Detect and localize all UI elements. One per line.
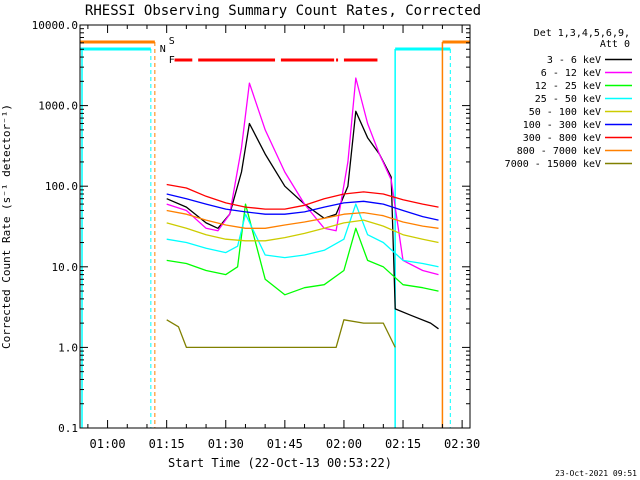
x-tick-label: 01:15 <box>149 437 185 451</box>
x-tick-label: 01:45 <box>267 437 303 451</box>
series-line-6 <box>166 183 439 210</box>
legend-label: 25 - 50 keV <box>535 94 601 105</box>
legend-label: 50 - 100 keV <box>529 107 601 118</box>
instrument-indicators: SNF <box>80 36 470 428</box>
y-tick-label: 10.0 <box>52 261 79 274</box>
flare-label: F <box>169 55 175 66</box>
legend-label: 100 - 300 keV <box>523 120 601 131</box>
x-tick-label: 01:00 <box>90 437 126 451</box>
legend-label: 7000 - 15000 keV <box>505 159 601 170</box>
plot-frame <box>79 24 471 429</box>
y-tick-label: 10000.0 <box>32 19 78 32</box>
legend-header: Det 1,3,4,5,6,9, <box>534 28 630 39</box>
night-label: N <box>160 44 166 55</box>
series-line-2 <box>166 203 439 296</box>
legend-label: 300 - 800 keV <box>523 133 601 144</box>
y-axis-label: Corrected Count Rate (s⁻¹ detector⁻¹) <box>0 104 13 349</box>
series-line-8 <box>166 319 396 349</box>
footer-date: 23-Oct-2021 09:51 <box>555 469 637 478</box>
series-line-3 <box>166 203 439 268</box>
x-tick-label: 02:30 <box>444 437 480 451</box>
chart-title: RHESSI Observing Summary Count Rates, Co… <box>85 3 481 19</box>
series-line-5 <box>166 193 439 221</box>
x-tick-label: 02:00 <box>326 437 362 451</box>
x-tick-label: 02:15 <box>385 437 421 451</box>
y-tick-label: 0.1 <box>58 422 78 435</box>
legend: Det 1,3,4,5,6,9,Att 0 3 - 6 keV 6 - 12 keV… <box>505 28 632 170</box>
y-tick-label: 1000.0 <box>38 100 78 113</box>
x-tick-label: 01:30 <box>208 437 244 451</box>
legend-label: 800 - 7000 keV <box>517 146 601 157</box>
axes-layer: 10000.0 1000.0 100.0 10.0 1.0 0.1 01:00 01:15 01… <box>32 19 481 451</box>
series-line-1 <box>166 77 439 276</box>
series-layer <box>166 77 439 349</box>
y-tick-label: 1.0 <box>58 341 78 354</box>
legend-label: 12 - 25 keV <box>535 81 601 92</box>
legend-label: 6 - 12 keV <box>541 68 601 79</box>
saa-label: S <box>169 36 175 47</box>
legend-header: Att 0 <box>600 39 630 50</box>
series-line-7 <box>166 209 439 229</box>
x-axis-label: Start Time (22-Oct-13 00:53:22) <box>168 456 392 470</box>
legend-label: 3 - 6 keV <box>547 55 601 66</box>
y-tick-label: 100.0 <box>45 180 78 193</box>
series-line-4 <box>166 219 439 244</box>
